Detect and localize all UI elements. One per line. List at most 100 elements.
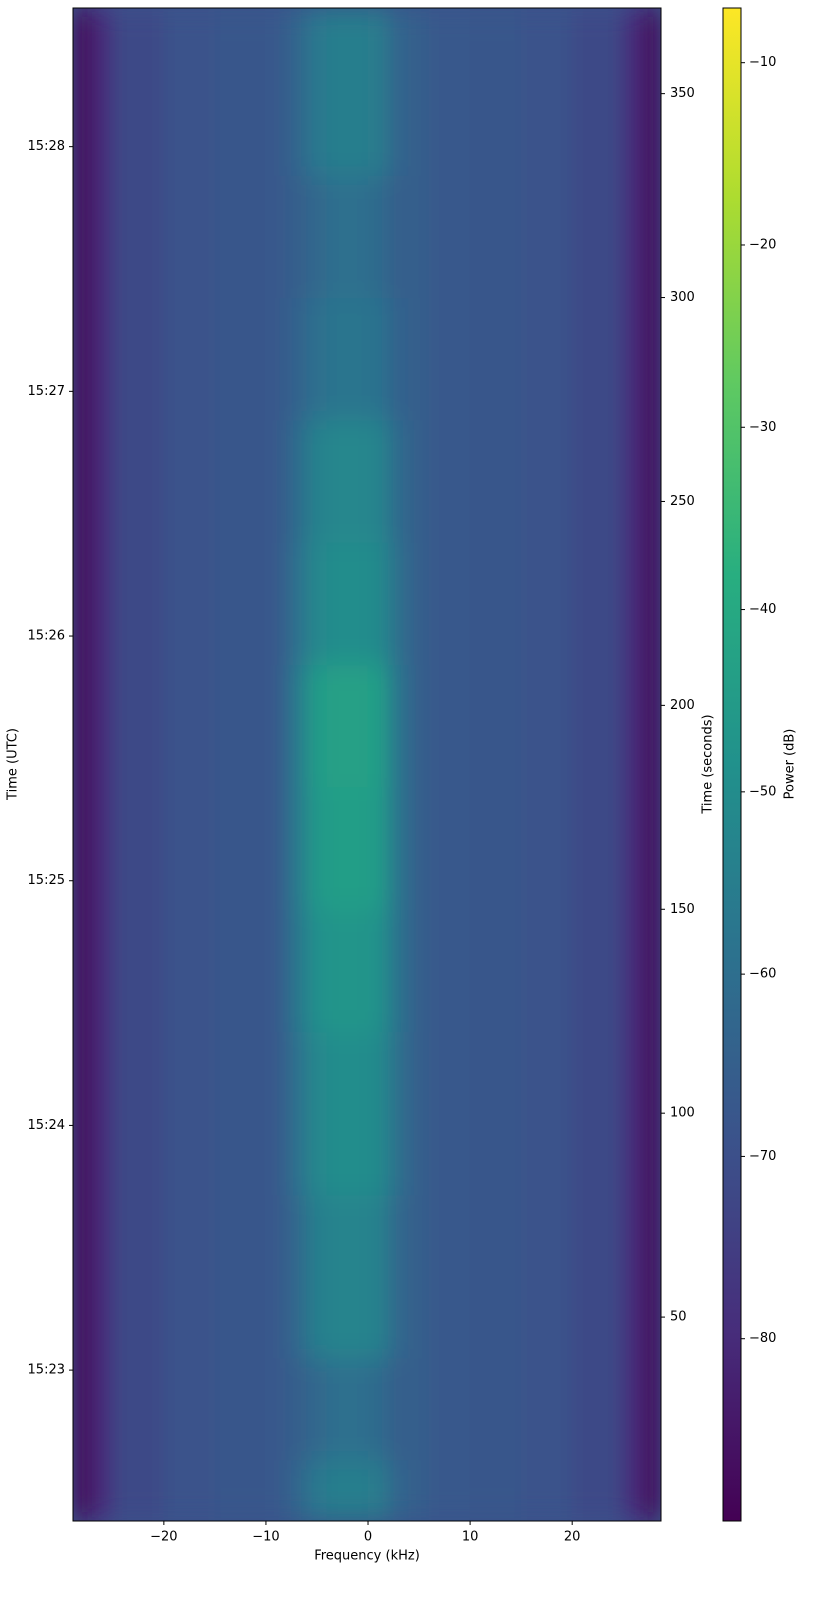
- heatmap-cell: [285, 908, 308, 1033]
- heatmap-cell: [285, 1459, 308, 1521]
- heatmap-cell: [387, 1459, 410, 1521]
- heatmap-cell: [408, 786, 430, 910]
- heatmap-cell: [214, 8, 267, 176]
- heatmap-cell: [347, 786, 369, 910]
- heatmap-cell: [214, 908, 267, 1033]
- heatmap-cell: [571, 1194, 624, 1359]
- heatmap-cell: [306, 174, 328, 299]
- colorbar-tick-label: −50: [749, 784, 776, 799]
- heatmap-cell: [91, 419, 114, 543]
- heatmap-cell: [643, 174, 661, 299]
- y2-tick-label: 200: [670, 698, 695, 713]
- heatmap-cell: [163, 1357, 216, 1461]
- heatmap-cell: [163, 664, 216, 788]
- heatmap-cell: [285, 1031, 308, 1196]
- heatmap-cell: [163, 8, 216, 176]
- heatmap-cell: [469, 664, 522, 788]
- heatmap-cell: [214, 541, 267, 666]
- heatmap-cell: [622, 786, 645, 910]
- heatmap-cell: [367, 908, 389, 1033]
- heatmap-cell: [285, 419, 308, 543]
- heatmap-cell: [285, 786, 308, 910]
- heatmap-cell: [265, 8, 287, 176]
- heatmap-cell: [326, 1459, 349, 1521]
- heatmap-cell: [428, 1459, 471, 1521]
- heatmap-cell: [326, 541, 349, 666]
- x-tick-label: −10: [252, 1530, 279, 1545]
- heatmap-cell: [347, 1031, 369, 1196]
- heatmap-cell: [387, 419, 410, 543]
- heatmap-cell: [428, 419, 471, 543]
- heatmap-cell: [622, 297, 645, 421]
- colorbar-tick-label: −10: [749, 55, 776, 70]
- y-tick-label: 15:23: [28, 1363, 65, 1378]
- heatmap-cell: [73, 541, 93, 666]
- heatmap-cell: [387, 297, 410, 421]
- heatmap-cell: [387, 786, 410, 910]
- heatmap-cell: [408, 664, 430, 788]
- heatmap-cell: [643, 664, 661, 788]
- heatmap-cell: [265, 1459, 287, 1521]
- heatmap-cell: [571, 419, 624, 543]
- x-tick-label: −20: [150, 1530, 177, 1545]
- heatmap-cell: [367, 297, 389, 421]
- heatmap-cell: [643, 908, 661, 1033]
- heatmap-cell: [326, 786, 349, 910]
- y-axis-title: Time (UTC): [6, 728, 21, 801]
- colorbar: [722, 7, 742, 1522]
- heatmap-cell: [622, 1194, 645, 1359]
- heatmap-cell: [112, 1459, 165, 1521]
- heatmap-cell: [214, 664, 267, 788]
- heatmap-cell: [622, 908, 645, 1033]
- heatmap-cell: [73, 1459, 93, 1521]
- heatmap-cell: [469, 786, 522, 910]
- heatmap-cell: [91, 664, 114, 788]
- heatmap-cell: [285, 1357, 308, 1461]
- heatmap-cell: [469, 1357, 522, 1461]
- heatmap-cell: [571, 664, 624, 788]
- heatmap-cell: [469, 908, 522, 1033]
- heatmap-cell: [112, 1031, 165, 1196]
- heatmap-cell: [91, 541, 114, 666]
- heatmap-cell: [408, 1194, 430, 1359]
- heatmap-cell: [214, 1357, 267, 1461]
- heatmap-cell: [306, 1459, 328, 1521]
- heatmap-cell: [520, 664, 573, 788]
- y-tick-label: 15:28: [28, 139, 65, 154]
- heatmap-cell: [326, 8, 349, 176]
- heatmap-cell: [91, 174, 114, 299]
- heatmap-cells: [73, 8, 661, 1521]
- heatmap-cell: [91, 1459, 114, 1521]
- heatmap-cell: [428, 174, 471, 299]
- heatmap-cell: [387, 541, 410, 666]
- heatmap-cell: [265, 1357, 287, 1461]
- heatmap-cell: [428, 1194, 471, 1359]
- heatmap-cell: [214, 419, 267, 543]
- heatmap-cell: [347, 541, 369, 666]
- heatmap-cell: [73, 8, 93, 176]
- heatmap-cell: [73, 419, 93, 543]
- heatmap-cell: [428, 908, 471, 1033]
- heatmap-cell: [73, 1031, 93, 1196]
- heatmap-cell: [306, 8, 328, 176]
- heatmap-cell: [387, 664, 410, 788]
- heatmap-cell: [622, 541, 645, 666]
- heatmap-cell: [214, 786, 267, 910]
- heatmap-cell: [408, 8, 430, 176]
- heatmap-cell: [265, 297, 287, 421]
- heatmap-cell: [347, 1194, 369, 1359]
- heatmap-cell: [408, 297, 430, 421]
- heatmap-cell: [469, 1194, 522, 1359]
- heatmap-cell: [285, 541, 308, 666]
- x-tick-label: 20: [564, 1530, 581, 1545]
- heatmap-cell: [367, 1031, 389, 1196]
- heatmap-cell: [520, 786, 573, 910]
- heatmap-cell: [265, 174, 287, 299]
- heatmap-cell: [326, 664, 349, 788]
- heatmap-cell: [73, 908, 93, 1033]
- y2-axis-title: Time (seconds): [701, 714, 716, 814]
- y-tick-label: 15:24: [28, 1118, 65, 1133]
- heatmap-cell: [306, 664, 328, 788]
- heatmap-cell: [265, 541, 287, 666]
